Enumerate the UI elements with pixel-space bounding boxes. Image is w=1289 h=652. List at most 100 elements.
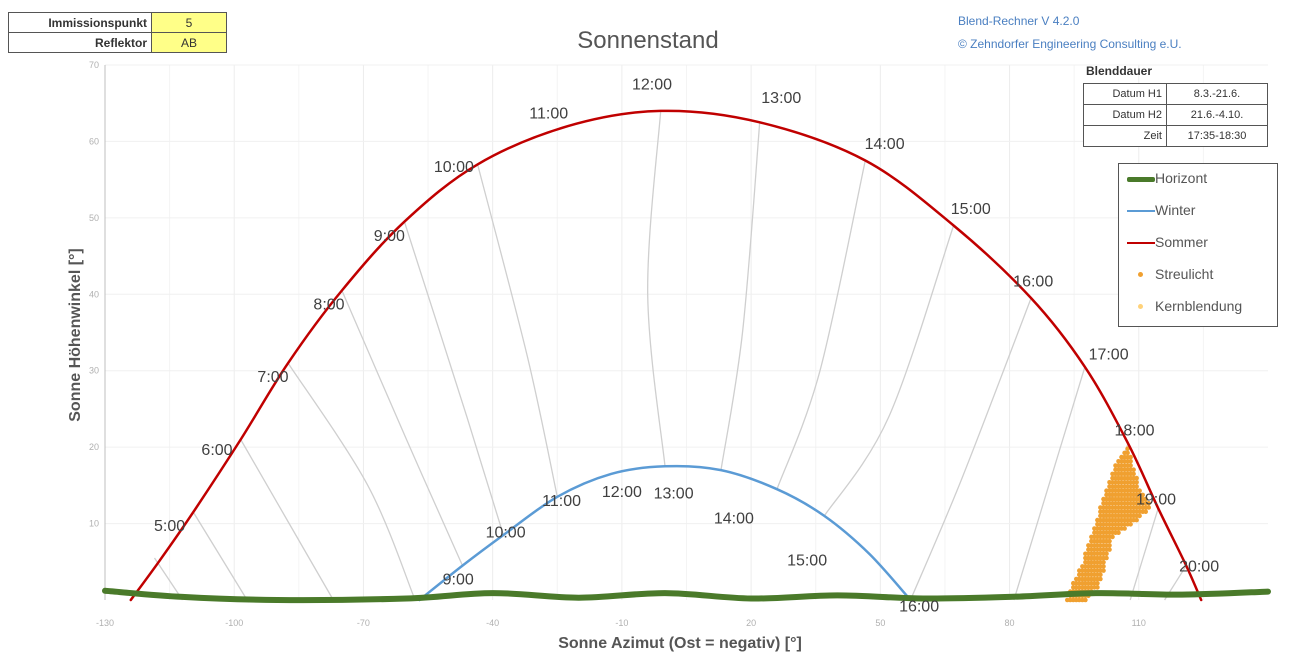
streulicht-point: [1131, 471, 1136, 477]
legend-label: Sommer: [1155, 234, 1208, 250]
hour-label: 17:00: [1089, 346, 1129, 363]
streulicht-point: [1128, 459, 1133, 464]
blenddauer-row: Datum H1 8.3.-21.6.: [1083, 83, 1268, 105]
hour-label: 10:00: [434, 159, 474, 176]
legend-label: Streulicht: [1155, 266, 1214, 282]
blenddauer-row: Datum H2 21.6.-4.10.: [1083, 104, 1268, 126]
info-label: Reflektor: [8, 32, 152, 53]
hour-label: 13:00: [761, 90, 801, 107]
x-tick-label: 50: [875, 618, 885, 628]
streulicht-point: [1107, 543, 1112, 548]
hour-label: 18:00: [1114, 423, 1154, 440]
hour-curve-10-00: [403, 221, 505, 536]
y-tick-label: 20: [89, 442, 99, 452]
legend-item-streulicht: Streulicht: [1119, 264, 1277, 286]
x-tick-label: -100: [225, 618, 243, 628]
legend-line-icon: [1127, 177, 1155, 182]
streulicht-point: [1101, 568, 1106, 573]
streulicht-point: [1104, 555, 1109, 561]
chart-title: Sonnenstand: [577, 27, 718, 54]
x-tick-label: 110: [1132, 618, 1146, 628]
legend-label: Winter: [1155, 202, 1196, 218]
streulicht-point: [1128, 463, 1133, 468]
x-tick-label: 20: [746, 618, 756, 628]
hour-label: 9:00: [443, 572, 474, 589]
info-table: Immissionspunkt 5 Reflektor AB: [8, 12, 227, 53]
hour-curve-7-00: [240, 439, 334, 601]
hour-label: 12:00: [632, 77, 672, 94]
y-tick-label: 40: [89, 289, 99, 299]
legend-line-icon: [1127, 242, 1155, 244]
legend-dot-icon: [1138, 272, 1143, 277]
legend-line-icon: [1127, 210, 1155, 212]
x-tick-labels: -130 -100 -70 -40 -10 20 50 80 110: [96, 618, 1146, 628]
blenddauer-table: Datum H1 8.3.-21.6. Datum H2 21.6.-4.10.…: [1083, 83, 1268, 147]
streulicht-point: [1134, 484, 1139, 489]
hour-label: 9:00: [374, 228, 405, 245]
legend-item-horizont: Horizont: [1119, 168, 1277, 190]
streulicht-point: [1140, 492, 1145, 498]
chart-legend: Horizont Winter Sommer Streulicht Kernbl…: [1118, 163, 1278, 327]
series-line-horizont: [102, 587, 1271, 604]
hour-label: 19:00: [1136, 492, 1176, 509]
x-tick-label: -40: [486, 618, 499, 628]
hour-curve-15-00: [823, 225, 955, 517]
blenddauer-label: Datum H1: [1083, 83, 1167, 105]
hour-label: 13:00: [654, 485, 694, 502]
hour-label: 15:00: [787, 553, 827, 570]
streulicht-point: [1146, 505, 1151, 510]
info-row-immissionspunkt: Immissionspunkt 5: [8, 12, 227, 33]
streulicht-point: [1104, 551, 1109, 557]
hour-label: 7:00: [257, 369, 288, 386]
y-axis-label: Sonne Höhenwinkel [°]: [67, 248, 84, 422]
blenddauer-label: Zeit: [1083, 125, 1167, 147]
hour-curve-12-00: [647, 110, 666, 467]
info-label: Immissionspunkt: [8, 12, 152, 33]
streulicht-point: [1125, 446, 1130, 452]
legend-label: Kernblendung: [1155, 298, 1243, 314]
blenddauer-row: Zeit 17:35-18:30: [1083, 125, 1268, 147]
streulicht-point: [1134, 475, 1139, 481]
info-value[interactable]: AB: [151, 32, 227, 53]
hour-label: 8:00: [313, 297, 344, 314]
legend-item-sommer: Sommer: [1119, 232, 1277, 254]
streulicht-point: [1125, 450, 1130, 456]
streulicht-point: [1143, 496, 1148, 502]
credit-company: © Zehndorfer Engineering Consulting e.U.: [958, 37, 1182, 51]
legend-item-winter: Winter: [1119, 200, 1277, 222]
hour-label: 12:00: [602, 484, 642, 501]
legend-item-kernblendung: Kernblendung: [1119, 296, 1277, 318]
streulicht-point: [1083, 597, 1088, 603]
legend-dot-icon: [1138, 304, 1143, 309]
streulicht-point: [1095, 585, 1100, 590]
series-lines: [102, 109, 1271, 604]
hour-curve-8-00: [287, 362, 416, 601]
info-value[interactable]: 5: [151, 12, 227, 33]
hour-label: 5:00: [154, 518, 185, 535]
streulicht-point: [1128, 522, 1133, 527]
series-line-sommer: [129, 109, 1203, 602]
hour-label: 16:00: [1013, 274, 1053, 291]
blenddauer-value: 17:35-18:30: [1166, 125, 1268, 147]
streulicht-point: [1101, 564, 1106, 569]
x-tick-label: -70: [357, 618, 370, 628]
y-tick-label: 30: [89, 366, 99, 376]
hour-curve-9-00: [341, 290, 464, 566]
credit-version: Blend-Rechner V 4.2.0: [958, 14, 1080, 28]
hour-labels: 5:00 6:00 7:00 8:00 9:00 10:00 11:00 12:00 13:00…: [154, 77, 1219, 616]
y-tick-label: 50: [89, 213, 99, 223]
x-axis-label: Sonne Azimut (Ost = negativ) [°]: [558, 635, 802, 652]
x-tick-label: -130: [96, 618, 114, 628]
streulicht-point: [1134, 517, 1139, 523]
streulicht-point: [1116, 530, 1121, 535]
info-row-reflektor: Reflektor AB: [8, 32, 227, 53]
streulicht-point: [1110, 534, 1115, 540]
hour-label: 6:00: [201, 442, 232, 459]
hour-label: 11:00: [529, 106, 568, 123]
streulicht-point: [1098, 576, 1103, 582]
hour-curves: [153, 110, 1187, 601]
hour-label: 20:00: [1179, 559, 1219, 576]
blenddauer-value: 8.3.-21.6.: [1166, 83, 1268, 105]
hour-label: 15:00: [951, 201, 991, 218]
